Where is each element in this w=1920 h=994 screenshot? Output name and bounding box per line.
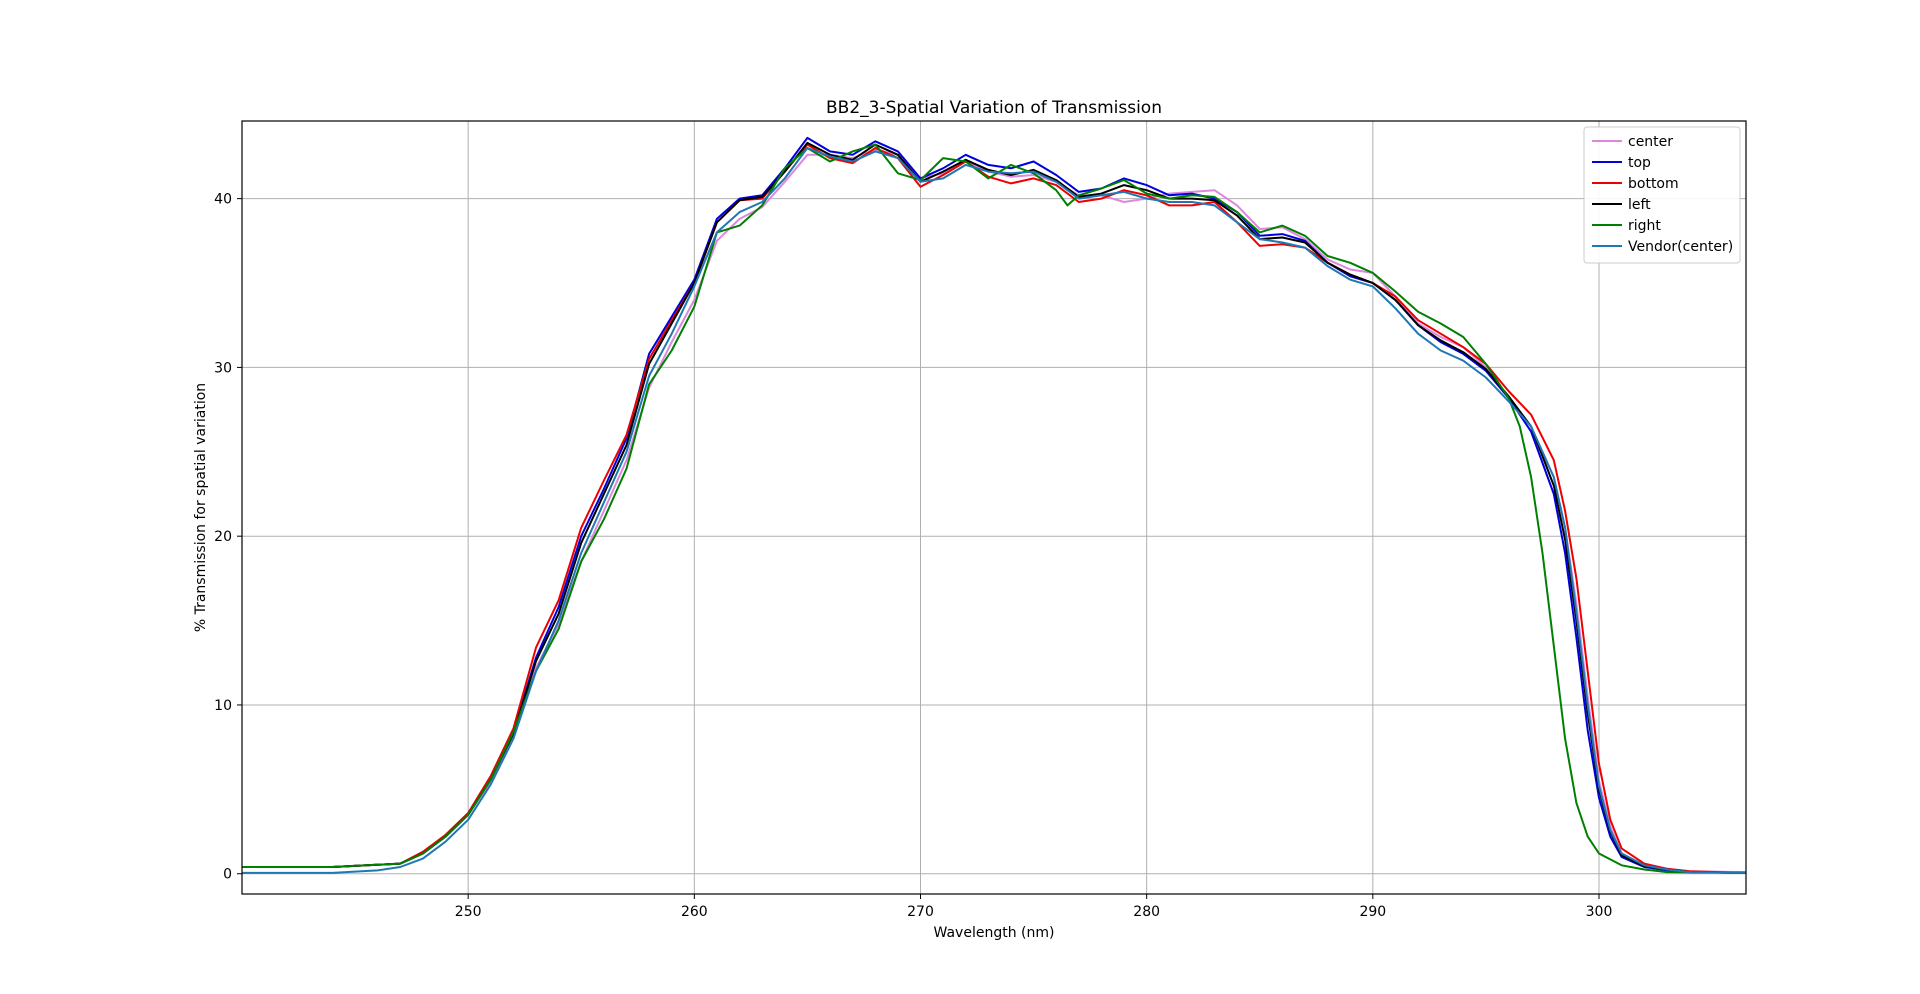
series-line-left [242,141,1746,874]
x-tick-label: 290 [1359,904,1386,920]
x-tick-label: 260 [681,904,708,920]
x-tick-label: 280 [1133,904,1160,920]
axis-ticks: 250 260 270 280 290 300 0 10 20 30 40 [214,192,1612,920]
legend-box [1583,126,1741,264]
legend: center top bottom left right Vendor(center) [1583,126,1741,264]
series-line-top [242,136,1746,874]
series-line-right [242,143,1746,874]
legend-label: right [1628,218,1661,234]
series-line-bottom [242,143,1746,874]
y-tick-label: 30 [214,360,232,376]
y-tick-label: 20 [214,529,232,545]
legend-label: center [1628,134,1673,150]
chart-title: BB2_3-Spatial Variation of Transmission [826,98,1162,118]
series-lines [242,136,1746,874]
y-tick-label: 10 [214,698,232,714]
x-tick-label: 270 [907,904,934,920]
y-axis-label: % Transmission for spatial variation [193,383,209,632]
grid-lines [242,121,1746,894]
legend-label: top [1628,155,1651,171]
y-tick-label: 40 [214,192,232,208]
series-line-vendor-center [242,147,1746,874]
legend-label: Vendor(center) [1628,239,1733,255]
y-tick-label: 0 [223,867,232,883]
legend-label: bottom [1628,176,1679,192]
plot-frame [241,120,1747,895]
x-tick-label: 300 [1586,904,1613,920]
x-axis-label: Wavelength (nm) [934,925,1055,941]
x-tick-label: 250 [455,904,482,920]
legend-label: left [1628,197,1651,213]
